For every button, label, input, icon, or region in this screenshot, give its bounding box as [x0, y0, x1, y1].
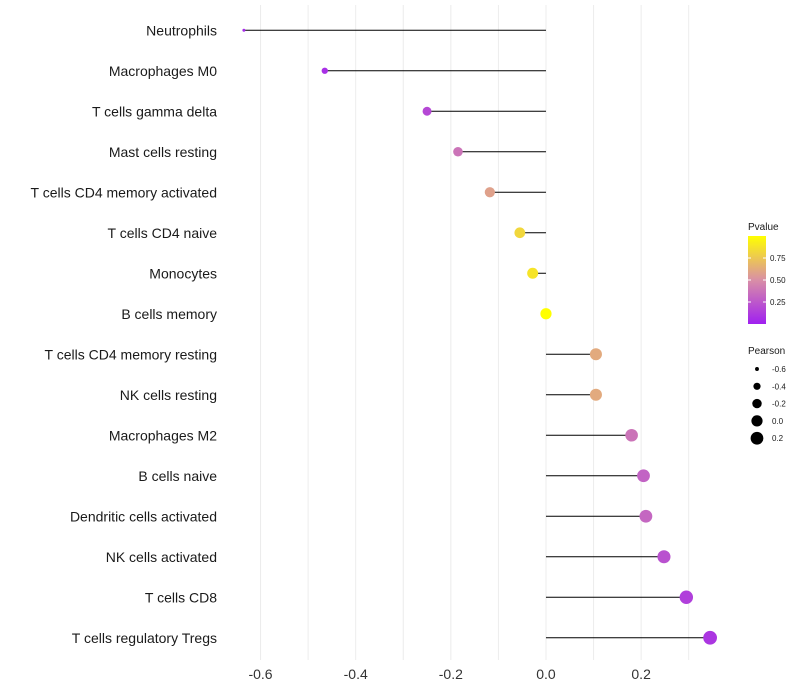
pvalue-tick-label: 0.50 — [770, 276, 786, 285]
category-label: NK cells activated — [106, 549, 217, 565]
category-label: B cells naive — [138, 468, 217, 484]
category-label: Macrophages M2 — [109, 427, 217, 443]
data-point — [657, 550, 671, 564]
pearson-legend-label: 0.0 — [772, 417, 784, 426]
data-point — [625, 428, 638, 442]
category-label: T cells CD4 naive — [108, 225, 218, 241]
pearson-legend-title: Pearson — [748, 346, 785, 357]
pearson-legend-dot — [752, 398, 762, 409]
category-label: T cells CD4 memory resting — [45, 346, 217, 362]
pearson-legend-label: -0.2 — [772, 400, 786, 409]
pvalue-legend: Pvalue 0.25 0.50 0.75 — [748, 222, 786, 324]
data-point — [589, 348, 602, 361]
category-label: T cells CD4 memory activated — [31, 184, 217, 200]
data-point — [321, 67, 328, 74]
category-label: T cells gamma delta — [92, 103, 217, 119]
pvalue-colorbar — [748, 236, 766, 324]
category-label: T cells CD8 — [145, 589, 217, 605]
pearson-legend-label: 0.2 — [772, 434, 784, 443]
data-point — [639, 509, 653, 523]
points-layer — [242, 28, 717, 645]
category-labels: Neutrophils Macrophages M0 T cells gamma d… — [31, 22, 218, 646]
data-point — [242, 28, 246, 32]
pvalue-tick-label: 0.75 — [770, 254, 786, 263]
pvalue-legend-ticks: 0.25 0.50 0.75 — [748, 254, 786, 307]
category-label: B cells memory — [121, 306, 217, 322]
data-point — [703, 630, 717, 645]
x-tick-label: -0.6 — [248, 666, 272, 682]
category-label: NK cells resting — [120, 387, 217, 403]
grid-layer — [260, 5, 690, 660]
stems-layer — [243, 29, 711, 639]
data-point — [540, 308, 552, 320]
pearson-legend-dot — [753, 382, 761, 390]
data-point — [527, 267, 539, 279]
category-label: Dendritic cells activated — [70, 508, 217, 524]
pearson-legend: Pearson -0.6 -0.4 -0.2 0.0 0.2 — [748, 346, 786, 445]
pvalue-legend-title: Pvalue — [748, 222, 779, 233]
data-point — [514, 227, 526, 239]
data-point — [589, 388, 602, 401]
category-label: Neutrophils — [146, 22, 217, 38]
category-label: T cells regulatory Tregs — [72, 630, 217, 646]
data-point — [484, 187, 495, 198]
data-point — [637, 469, 650, 483]
category-label: Macrophages M0 — [109, 63, 217, 79]
data-point — [422, 106, 432, 116]
pearson-legend-dot — [755, 367, 759, 371]
category-label: Mast cells resting — [109, 144, 217, 160]
pearson-legend-dot — [750, 431, 764, 445]
x-tick-labels: -0.6 -0.4 -0.2 0.0 0.2 — [248, 666, 651, 682]
x-tick-label: -0.4 — [344, 666, 368, 682]
pearson-legend-items: -0.6 -0.4 -0.2 0.0 0.2 — [750, 365, 786, 445]
x-tick-label: 0.2 — [631, 666, 651, 682]
pearson-legend-dot — [751, 415, 763, 427]
pearson-legend-label: -0.6 — [772, 365, 786, 374]
x-tick-label: 0.0 — [536, 666, 556, 682]
pearson-legend-label: -0.4 — [772, 382, 786, 391]
pvalue-tick-label: 0.25 — [770, 298, 786, 307]
x-tick-label: -0.2 — [439, 666, 463, 682]
category-label: Monocytes — [149, 265, 217, 281]
data-point — [453, 146, 463, 157]
data-point — [679, 590, 694, 604]
